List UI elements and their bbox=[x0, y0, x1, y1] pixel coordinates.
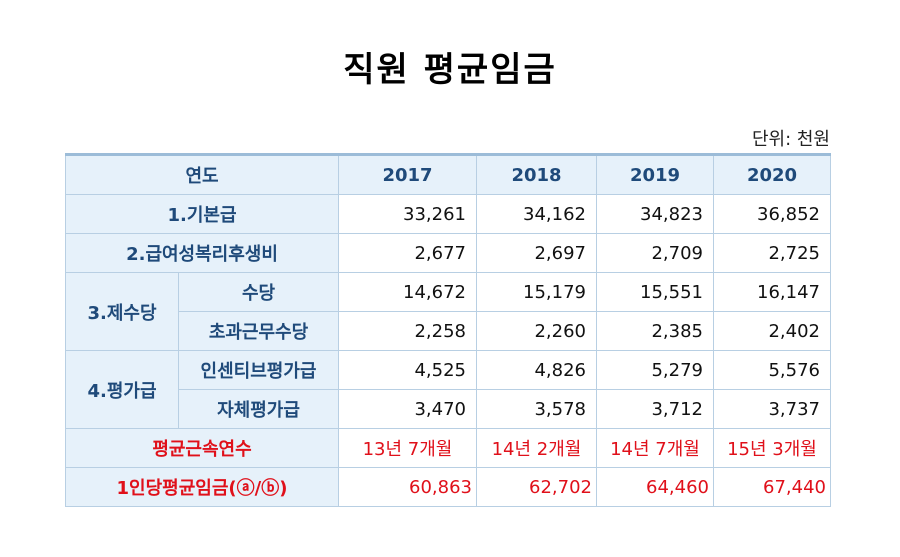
header-year-2018: 2018 bbox=[476, 153, 597, 195]
row-label-allowance: 수당 bbox=[178, 272, 339, 312]
table-cell: 14,672 bbox=[338, 272, 477, 312]
table-cell: 2,385 bbox=[596, 311, 714, 351]
table-cell: 5,279 bbox=[596, 350, 714, 390]
row-label-overtime: 초과근무수당 bbox=[178, 311, 339, 351]
table-cell: 67,440 bbox=[713, 467, 831, 507]
table-row: 자체평가급 3,470 3,578 3,712 3,737 bbox=[66, 389, 831, 429]
table-cell: 2,725 bbox=[713, 233, 831, 273]
page-title: 직원 평균임금 bbox=[343, 50, 557, 90]
table-cell: 4,826 bbox=[476, 350, 597, 390]
table-cell: 4,525 bbox=[338, 350, 477, 390]
table-cell: 3,737 bbox=[713, 389, 831, 429]
table-row: 1.기본급 33,261 34,162 34,823 36,852 bbox=[65, 194, 831, 234]
row-label-base-pay: 1.기본급 bbox=[65, 194, 339, 234]
table-cell: 13년 7개월 bbox=[338, 428, 477, 468]
table-cell: 15,551 bbox=[596, 272, 714, 312]
table-cell: 14년 2개월 bbox=[476, 428, 597, 468]
table-cell: 2,697 bbox=[476, 233, 597, 273]
wage-table: 연도 2017 2018 2019 2020 1.기본급 33,261 34,1… bbox=[65, 153, 831, 507]
header-year-2020: 2020 bbox=[713, 153, 831, 195]
table-cell: 15,179 bbox=[476, 272, 597, 312]
table-cell: 2,258 bbox=[338, 311, 477, 351]
table-cell: 3,470 bbox=[338, 389, 477, 429]
table-cell: 62,702 bbox=[476, 467, 597, 507]
table-cell: 2,260 bbox=[476, 311, 597, 351]
table-cell: 3,712 bbox=[596, 389, 714, 429]
table-row: 2.급여성복리후생비 2,677 2,697 2,709 2,725 bbox=[65, 233, 831, 273]
unit-label: 단위: 천원 bbox=[751, 129, 830, 150]
table-cell: 2,402 bbox=[713, 311, 831, 351]
row-label-welfare: 2.급여성복리후생비 bbox=[65, 233, 339, 273]
table-cell: 34,823 bbox=[596, 194, 714, 234]
table-cell: 14년 7개월 bbox=[596, 428, 714, 468]
table-row: 1인당평균임금(ⓐ/ⓑ) 60,863 62,702 64,460 67,440 bbox=[65, 467, 831, 507]
table-row: 초과근무수당 2,258 2,260 2,385 2,402 bbox=[66, 311, 831, 351]
table-cell: 36,852 bbox=[713, 194, 831, 234]
header-year-label: 연도 bbox=[65, 153, 339, 195]
row-label-incentive: 인센티브평가급 bbox=[178, 350, 339, 390]
row-group-label-allowances: 3.제수당 bbox=[65, 272, 179, 351]
table-cell: 3,578 bbox=[476, 389, 597, 429]
header-year-2017: 2017 bbox=[338, 153, 477, 195]
row-label-tenure: 평균근속연수 bbox=[65, 428, 339, 468]
table-row: 평균근속연수 13년 7개월 14년 2개월 14년 7개월 15년 3개월 bbox=[65, 428, 831, 468]
row-label-avg-wage: 1인당평균임금(ⓐ/ⓑ) bbox=[65, 467, 339, 507]
table-cell: 5,576 bbox=[713, 350, 831, 390]
table-cell: 2,677 bbox=[338, 233, 477, 273]
table-cell: 33,261 bbox=[338, 194, 477, 234]
table-header-row: 연도 2017 2018 2019 2020 bbox=[65, 153, 831, 195]
table-cell: 60,863 bbox=[338, 467, 477, 507]
table-cell: 34,162 bbox=[476, 194, 597, 234]
header-year-2019: 2019 bbox=[596, 153, 714, 195]
table-cell: 64,460 bbox=[596, 467, 714, 507]
table-cell: 15년 3개월 bbox=[713, 428, 831, 468]
table-row: 4.평가급 인센티브평가급 4,525 4,826 5,279 5,576 bbox=[65, 350, 831, 429]
table-cell: 16,147 bbox=[713, 272, 831, 312]
row-label-self-eval: 자체평가급 bbox=[178, 389, 339, 429]
table-row: 3.제수당 수당 14,672 15,179 15,551 16,147 bbox=[65, 272, 831, 351]
table-cell: 2,709 bbox=[596, 233, 714, 273]
row-group-label-evaluation: 4.평가급 bbox=[65, 350, 179, 429]
